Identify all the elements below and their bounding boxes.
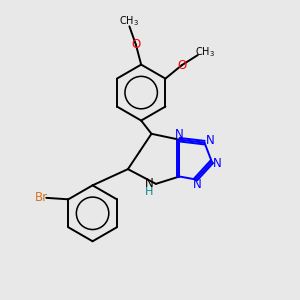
Text: N: N xyxy=(175,128,184,141)
Text: Br: Br xyxy=(34,191,47,204)
Text: N: N xyxy=(213,157,221,170)
Text: N: N xyxy=(206,134,214,147)
Text: O: O xyxy=(131,38,140,51)
Text: N: N xyxy=(193,178,202,191)
Text: CH$_3$: CH$_3$ xyxy=(119,14,140,28)
Text: N: N xyxy=(145,177,154,190)
Text: H: H xyxy=(145,187,154,197)
Text: O: O xyxy=(177,59,186,72)
Text: CH$_3$: CH$_3$ xyxy=(195,45,215,59)
